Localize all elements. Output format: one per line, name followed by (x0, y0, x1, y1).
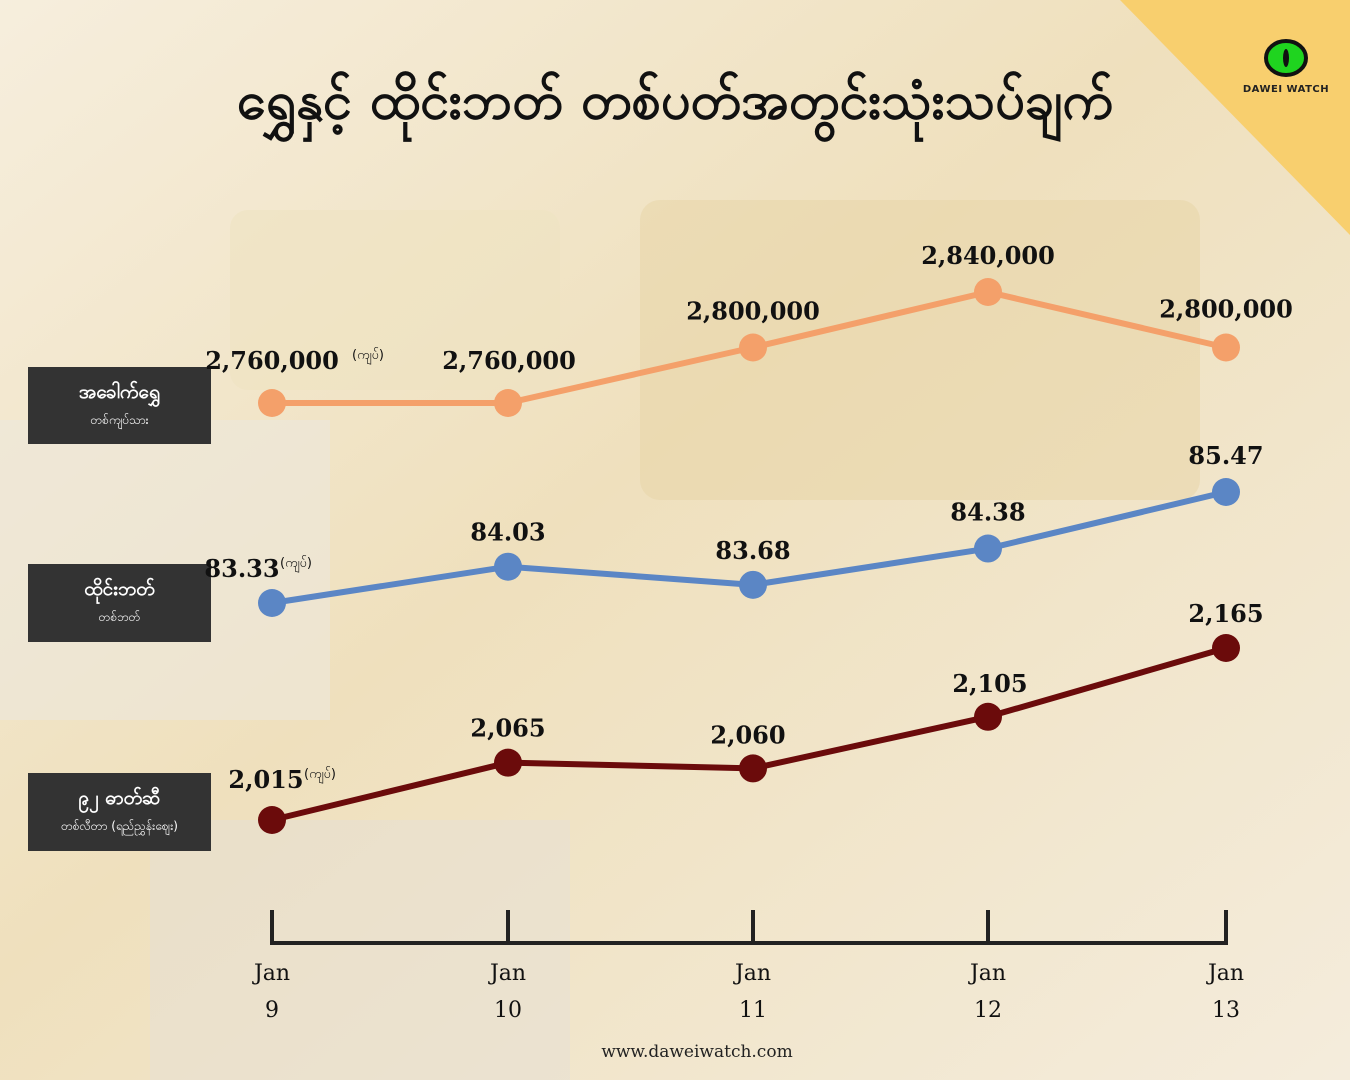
series-label-sub: တစ်ဘတ် (98, 610, 141, 624)
series-label-main: ၉၂ ဓာတ်ဆီ (78, 787, 161, 809)
data-point (974, 278, 1002, 306)
series-label-sub: တစ်လီတာ (ရည်ညွှန်းဈေး) (61, 819, 178, 833)
data-label: 83.33 (204, 554, 279, 583)
data-label: 2,800,000 (1159, 295, 1293, 324)
data-label: 2,840,000 (921, 241, 1055, 270)
data-point (1212, 634, 1240, 662)
x-tick-label: Jan (968, 961, 1006, 986)
logo: DAWEI WATCH (1236, 38, 1336, 95)
data-point (494, 748, 522, 777)
data-point (258, 589, 286, 617)
data-label: 2,760,000 (205, 346, 339, 375)
data-label: 2,065 (470, 714, 545, 743)
page-title: ရွှေနှင့် ထိုင်းဘတ် တစ်ပတ်အတွင်းသုံးသပ်ခ… (236, 71, 1114, 131)
data-label: 84.38 (950, 498, 1025, 527)
logo-text: DAWEI WATCH (1242, 84, 1330, 95)
data-point (739, 570, 767, 599)
data-point (739, 333, 767, 362)
unit-label: (ကျပ်) (352, 347, 384, 365)
x-tick-label: 9 (265, 998, 279, 1023)
data-label: 2,760,000 (442, 346, 576, 375)
data-point (974, 702, 1002, 731)
data-label: 2,800,000 (686, 297, 820, 326)
series-label-main: ထိုင်းဘတ် (84, 578, 155, 600)
data-point (974, 534, 1002, 563)
x-tick-label: Jan (488, 961, 526, 986)
data-point (258, 806, 286, 834)
series-label-main: အခေါက်ရွှေ (78, 381, 161, 403)
data-label: 2,015 (228, 765, 303, 794)
x-tick-label: Jan (733, 961, 771, 986)
x-tick-label: 12 (974, 998, 1002, 1023)
data-point (1212, 478, 1240, 506)
data-point (258, 389, 286, 417)
data-point (739, 754, 767, 783)
data-point (494, 552, 522, 581)
data-label: 2,105 (952, 669, 1027, 698)
series-label-gold: အခေါက်ရွှေ တစ်ကျပ်သား (28, 367, 211, 444)
eye-icon (1264, 39, 1308, 77)
series-label-fuel: ၉၂ ဓာတ်ဆီ တစ်လီတာ (ရည်ညွှန်းဈေး) (28, 773, 211, 851)
x-tick-label: 10 (494, 998, 522, 1023)
data-point (494, 389, 522, 417)
data-label: 2,165 (1188, 599, 1263, 628)
data-label: 85.47 (1188, 441, 1263, 470)
unit-label: (ကျပ်) (280, 555, 312, 573)
x-tick-label: 13 (1212, 998, 1240, 1023)
series-label-sub: တစ်ကျပ်သား (90, 413, 149, 427)
unit-label: (ကျပ်) (304, 766, 336, 784)
x-tick-label: 11 (739, 998, 767, 1023)
data-label: 84.03 (470, 518, 545, 547)
data-point (1212, 333, 1240, 362)
x-tick-label: Jan (252, 961, 290, 986)
footer-url: www.daweiwatch.com (601, 1042, 793, 1062)
data-label: 2,060 (710, 720, 785, 749)
series-label-baht: ထိုင်းဘတ် တစ်ဘတ် (28, 564, 211, 642)
x-tick-label: Jan (1206, 961, 1244, 986)
data-label: 83.68 (715, 536, 790, 565)
